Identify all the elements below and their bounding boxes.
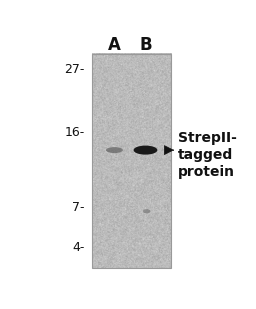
Text: 16-: 16- bbox=[64, 126, 84, 139]
Ellipse shape bbox=[143, 209, 151, 214]
Text: A: A bbox=[108, 36, 121, 54]
Text: 27-: 27- bbox=[64, 63, 84, 76]
Text: 4-: 4- bbox=[72, 241, 84, 254]
Ellipse shape bbox=[134, 146, 157, 154]
Ellipse shape bbox=[106, 147, 123, 153]
Bar bbox=[92, 54, 171, 268]
Text: 7-: 7- bbox=[72, 201, 84, 214]
Text: StrepII-
tagged
protein: StrepII- tagged protein bbox=[178, 131, 237, 179]
Text: B: B bbox=[140, 36, 152, 54]
